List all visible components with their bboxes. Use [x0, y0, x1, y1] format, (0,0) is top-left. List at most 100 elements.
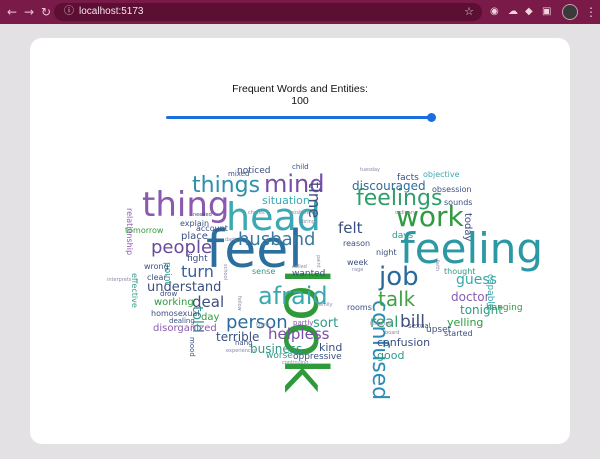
word-paint: paint [315, 255, 321, 268]
word-continuing: continuing [282, 360, 309, 366]
site-info-icon[interactable]: ⓘ [64, 6, 74, 17]
word-mind: mind [264, 170, 325, 198]
word-oppressive: oppressive [293, 352, 342, 362]
word-tomorrow: tomorrow [125, 226, 164, 235]
word-reason: reason [343, 239, 371, 248]
word-kind: kind [319, 341, 343, 354]
word-terrible: terrible [216, 330, 260, 344]
word-talk: talk [378, 287, 416, 311]
word-real: real [370, 313, 399, 331]
word-homosexual: homosexual [151, 309, 200, 318]
word-started: started [444, 329, 473, 338]
word-day: day [201, 312, 220, 323]
word-head: head [226, 195, 321, 239]
word-rooms: rooms [347, 303, 372, 312]
word-family: family [317, 302, 333, 308]
url-text: localhost:5173 [79, 6, 144, 17]
word-afraid: afraid [258, 282, 328, 310]
word-sexual: sexual [408, 322, 431, 330]
word-worse: worse [266, 351, 293, 361]
word-mixed: mixed [228, 170, 250, 178]
word-obsession: obsession [432, 185, 472, 194]
word-ordinary: ordinary [395, 210, 416, 216]
word-felt: felt [338, 219, 363, 237]
word-thing: thing [142, 185, 230, 225]
word-knew: knew [256, 322, 270, 328]
word-sense: sense [252, 267, 276, 276]
word-helpless: helpless [268, 325, 330, 343]
word-fellow: fellow [236, 296, 242, 311]
word-people: people [151, 237, 213, 258]
word-job: job [379, 262, 419, 292]
word-account: account [196, 224, 228, 233]
word-wanted: wanted [292, 269, 326, 279]
profile-avatar[interactable] [562, 4, 578, 20]
word-drow: drow [160, 290, 178, 298]
word-partly: partly [293, 319, 314, 327]
word-explain: explain [180, 219, 210, 228]
word-positive: positive [290, 210, 310, 216]
word-relationship: relationship [125, 208, 134, 256]
word-board: board [385, 330, 400, 336]
word-interprets: interprets [107, 277, 132, 283]
address-bar[interactable]: ⓘ localhost:5173 ☆ [54, 3, 482, 21]
word-husband: husband [238, 229, 316, 250]
word-working: working [154, 297, 194, 308]
word-feel: feel [206, 220, 303, 280]
word-confusion: confusion [377, 336, 431, 349]
word-fight: fight [187, 254, 208, 264]
word-dealing: dealing [169, 317, 195, 325]
word-sounds: sounds [444, 198, 473, 207]
word-experienced: experienced [226, 348, 257, 354]
word-feelings: feelings [356, 186, 443, 211]
bookmark-star-icon[interactable]: ☆ [464, 5, 474, 18]
forward-arrow-icon[interactable]: → [24, 5, 35, 19]
word-bring: bring [302, 219, 315, 225]
word-night: night [376, 248, 397, 257]
cloud-extension-icon[interactable]: ☁ [508, 6, 518, 17]
word-dark: dark [225, 237, 237, 243]
word-sort: sort [313, 316, 339, 331]
reload-icon[interactable]: ↻ [41, 5, 52, 19]
panel-title: Frequent Words and Entities: [232, 83, 368, 95]
word-count-slider-track[interactable] [166, 116, 432, 119]
word-thought: thought [444, 267, 476, 276]
word-rage: rage [352, 267, 364, 273]
menu-dots-icon[interactable]: ⋮ [585, 5, 597, 19]
puzzle-extensions-icon[interactable]: ▣ [542, 6, 552, 17]
word-person: person [226, 312, 288, 333]
word-place: place [181, 231, 208, 242]
wordcloud-card: Frequent Words and Entities: 100 feel loo… [30, 38, 570, 444]
word-turn: turn [181, 262, 214, 281]
extension-icon-2[interactable]: ◆ [525, 6, 533, 17]
word-faith: faith [434, 260, 440, 272]
word-capable: capable [485, 274, 495, 310]
word-guess: guess [456, 272, 497, 288]
word-good: good [377, 349, 405, 362]
word-yelling: yelling [447, 316, 484, 329]
word-count-slider-thumb[interactable] [427, 113, 436, 122]
word-school: school [222, 264, 228, 281]
word-tuesday: tuesday [360, 167, 381, 173]
word-bill: bill [400, 312, 425, 332]
word-doctor: doctor [451, 290, 490, 304]
back-arrow-icon[interactable]: ← [7, 5, 18, 19]
word-deal: deal [192, 293, 225, 311]
word-work: work [396, 200, 464, 233]
browser-toolbar: ← → ↻ ⓘ localhost:5173 ☆ ◉ ☁ ◆ ▣ ⋮ [0, 0, 600, 24]
word-disorganized: disorganized [153, 323, 217, 334]
word-days: days [392, 231, 414, 241]
word-today: today [462, 213, 473, 242]
word-cloud: feel look head feeling thing things mind work fe… [30, 38, 570, 444]
word-hang: hang [235, 339, 253, 347]
word-mood: mood [188, 337, 196, 357]
word-upset: upset [426, 325, 452, 335]
word-chores: chores [248, 210, 265, 216]
word-tonight: tonight [460, 303, 503, 317]
word-things: things [192, 173, 261, 198]
word-instance: instance [370, 321, 392, 327]
word-clear: clear [147, 273, 167, 282]
word-understand: understand [147, 280, 222, 295]
word-wrong: wrong [144, 262, 169, 271]
extension-icon[interactable]: ◉ [490, 6, 499, 17]
